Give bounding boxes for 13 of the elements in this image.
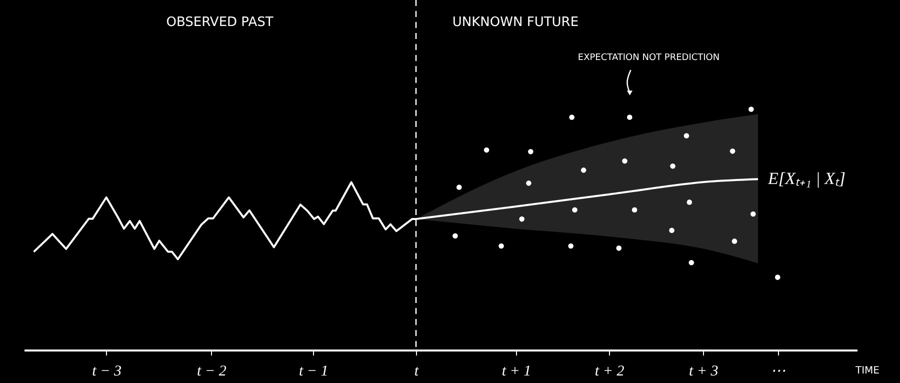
text: UNKNOWN FUTURE	[452, 15, 579, 30]
x-tick-label: t − 2	[197, 364, 227, 380]
x-tick-label: t + 1	[502, 364, 532, 380]
x-tick-label: t + 3	[688, 364, 718, 380]
text: OBSERVED PAST	[166, 15, 274, 30]
x-tick-label: t	[414, 364, 420, 380]
text: EXPECTATION NOT PREDICTION	[578, 53, 720, 63]
x-tick-label: t − 3	[92, 364, 122, 380]
x-tick-label: t + 2	[594, 364, 625, 380]
x-axis-title: TIME	[854, 366, 880, 376]
series-label: E[Xₜ₊₁ | Xₜ]	[767, 169, 846, 188]
x-tick-label: t − 1	[298, 364, 328, 380]
x-tick-label: ⋯	[770, 364, 786, 380]
